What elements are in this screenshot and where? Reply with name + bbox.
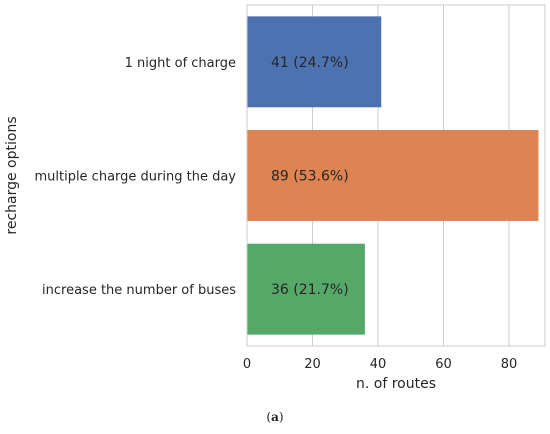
x-tick-label: 80 <box>501 357 518 372</box>
bar-value-labels: 41 (24.7%) 89 (53.6%) 36 (21.7%) <box>271 55 349 298</box>
bar-chart: 0 20 40 60 80 1 night of charge multiple char… <box>4 4 546 392</box>
bar-value-label: 41 (24.7%) <box>271 55 349 71</box>
bar-value-label: 36 (21.7%) <box>271 282 349 298</box>
caption-close-paren: ) <box>278 410 284 424</box>
y-tick-label: increase the number of buses <box>42 283 236 298</box>
caption-open-paren: ( <box>266 410 272 424</box>
x-tick-labels: 0 20 40 60 80 <box>243 357 517 372</box>
y-tick-labels: 1 night of charge multiple charge during … <box>34 56 236 298</box>
bars <box>247 16 539 335</box>
x-tick-label: 40 <box>370 357 387 372</box>
bar <box>247 16 382 108</box>
x-axis-title: n. of routes <box>356 376 436 392</box>
y-axis-title: recharge options <box>4 116 20 234</box>
y-tick-label: 1 night of charge <box>125 56 236 71</box>
bar-value-label: 89 (53.6%) <box>271 169 349 185</box>
bar <box>247 243 365 335</box>
x-tick-label: 60 <box>435 357 452 372</box>
bar <box>247 130 539 221</box>
x-tick-label: 0 <box>243 357 251 372</box>
plot-frame <box>246 4 546 347</box>
y-tick-label: multiple charge during the day <box>34 170 236 185</box>
figure-caption: (a) <box>0 410 550 424</box>
x-tick-label: 20 <box>304 357 321 372</box>
caption-letter: a <box>271 410 279 424</box>
